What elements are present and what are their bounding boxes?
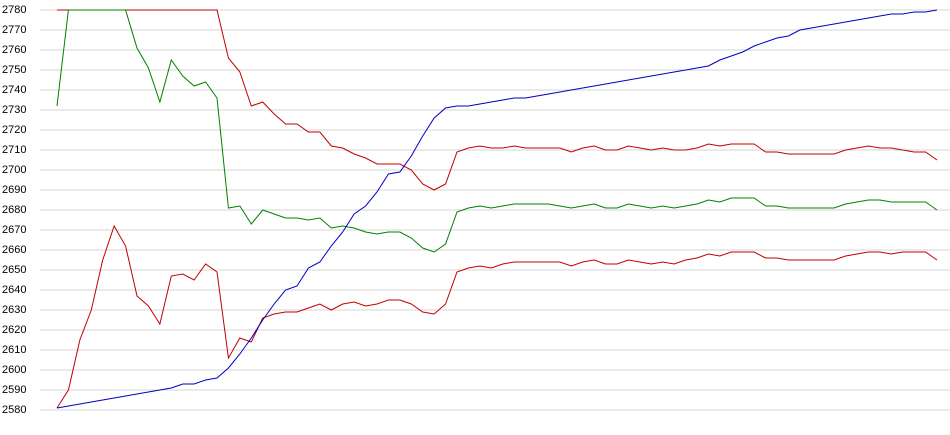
series-line: [56, 224, 938, 409]
y-tick-label: 2780: [2, 4, 26, 16]
y-tick-label: 2720: [2, 124, 26, 136]
y-tick-label: 2700: [2, 164, 26, 176]
y-tick-label: 2600: [2, 364, 26, 376]
y-tick-label: 2740: [2, 84, 26, 96]
y-tick-label: 2660: [2, 244, 26, 256]
y-tick-label: 2770: [2, 24, 26, 36]
series-line: [57, 9, 938, 191]
y-tick-label: 2760: [2, 44, 26, 56]
y-tick-label: 2650: [2, 264, 26, 276]
y-tick-label: 2750: [2, 64, 26, 76]
series-line: [56, 9, 938, 409]
y-tick-label: 2730: [2, 104, 26, 116]
y-tick-label: 2610: [2, 344, 26, 356]
y-tick-label: 2590: [2, 384, 26, 396]
y-tick-label: 2670: [2, 224, 26, 236]
series-line: [56, 9, 938, 253]
y-tick-label: 2690: [2, 184, 26, 196]
y-tick-label: 2630: [2, 304, 26, 316]
y-tick-label: 2580: [2, 404, 26, 416]
y-tick-label: 2620: [2, 324, 26, 336]
y-tick-label: 2710: [2, 144, 26, 156]
y-tick-label: 2680: [2, 204, 26, 216]
y-tick-label: 2640: [2, 284, 26, 296]
